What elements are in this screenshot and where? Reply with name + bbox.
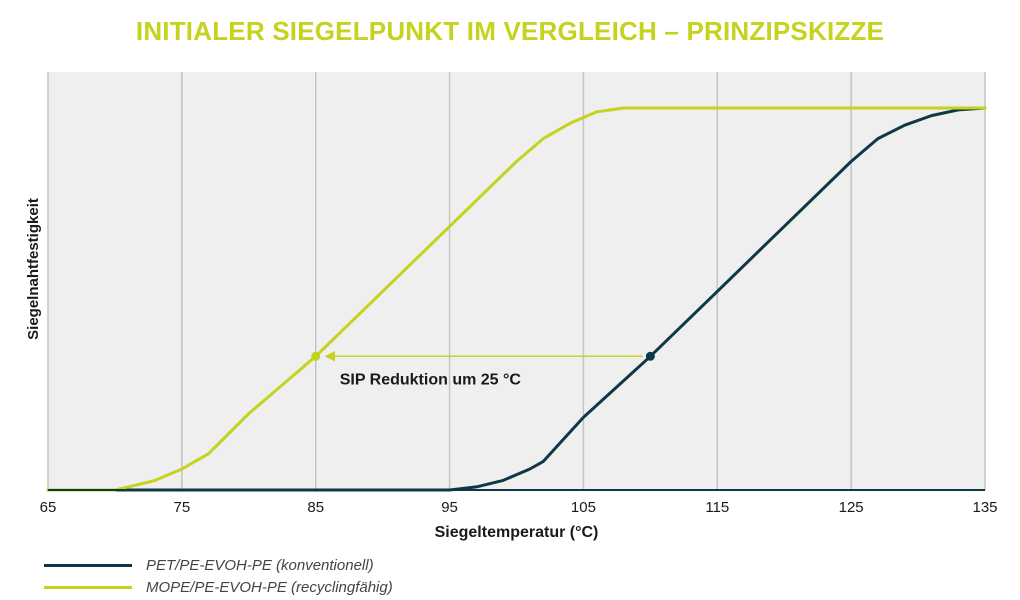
x-tick-label: 115 [705, 499, 729, 516]
legend-label-mope: MOPE/PE-EVOH-PE (recyclingfähig) [146, 578, 393, 596]
x-axis-label: Siegeltemperatur (°C) [435, 524, 599, 541]
mope-sip-marker [311, 351, 321, 361]
x-tick-label: 75 [174, 499, 191, 516]
legend-item-pet: PET/PE-EVOH-PE (konventionell) [44, 554, 393, 576]
pet-sip-marker [645, 351, 655, 361]
legend-swatch-pet [44, 563, 132, 567]
x-axis-ticks: 65 75 85 95 105 115 125 135 [40, 499, 998, 516]
x-tick-label: 65 [40, 499, 57, 516]
grid-lines [47, 72, 986, 490]
legend-label-pet: PET/PE-EVOH-PE (konventionell) [146, 556, 374, 574]
series-line-1 [46, 106, 987, 492]
legend-swatch-mope [44, 585, 132, 589]
plot-area [48, 72, 985, 490]
x-tick-label: 85 [307, 499, 324, 516]
x-tick-label: 135 [972, 499, 997, 516]
legend-item-mope: MOPE/PE-EVOH-PE (recyclingfähig) [44, 576, 393, 598]
y-axis-label: Siegelnahtfestigkeit [25, 198, 42, 340]
x-tick-label: 125 [839, 499, 864, 516]
x-tick-label: 105 [571, 499, 596, 516]
sip-annotation-label: SIP Reduktion um 25 °C [340, 371, 522, 388]
chart-title: INITIALER SIEGELPUNKT IM VERGLEICH – PRI… [135, 16, 885, 46]
sip-annotation: SIP Reduktion um 25 °C [311, 351, 655, 388]
legend: PET/PE-EVOH-PE (konventionell) MOPE/PE-E… [44, 554, 393, 598]
x-tick-label: 95 [441, 499, 458, 516]
